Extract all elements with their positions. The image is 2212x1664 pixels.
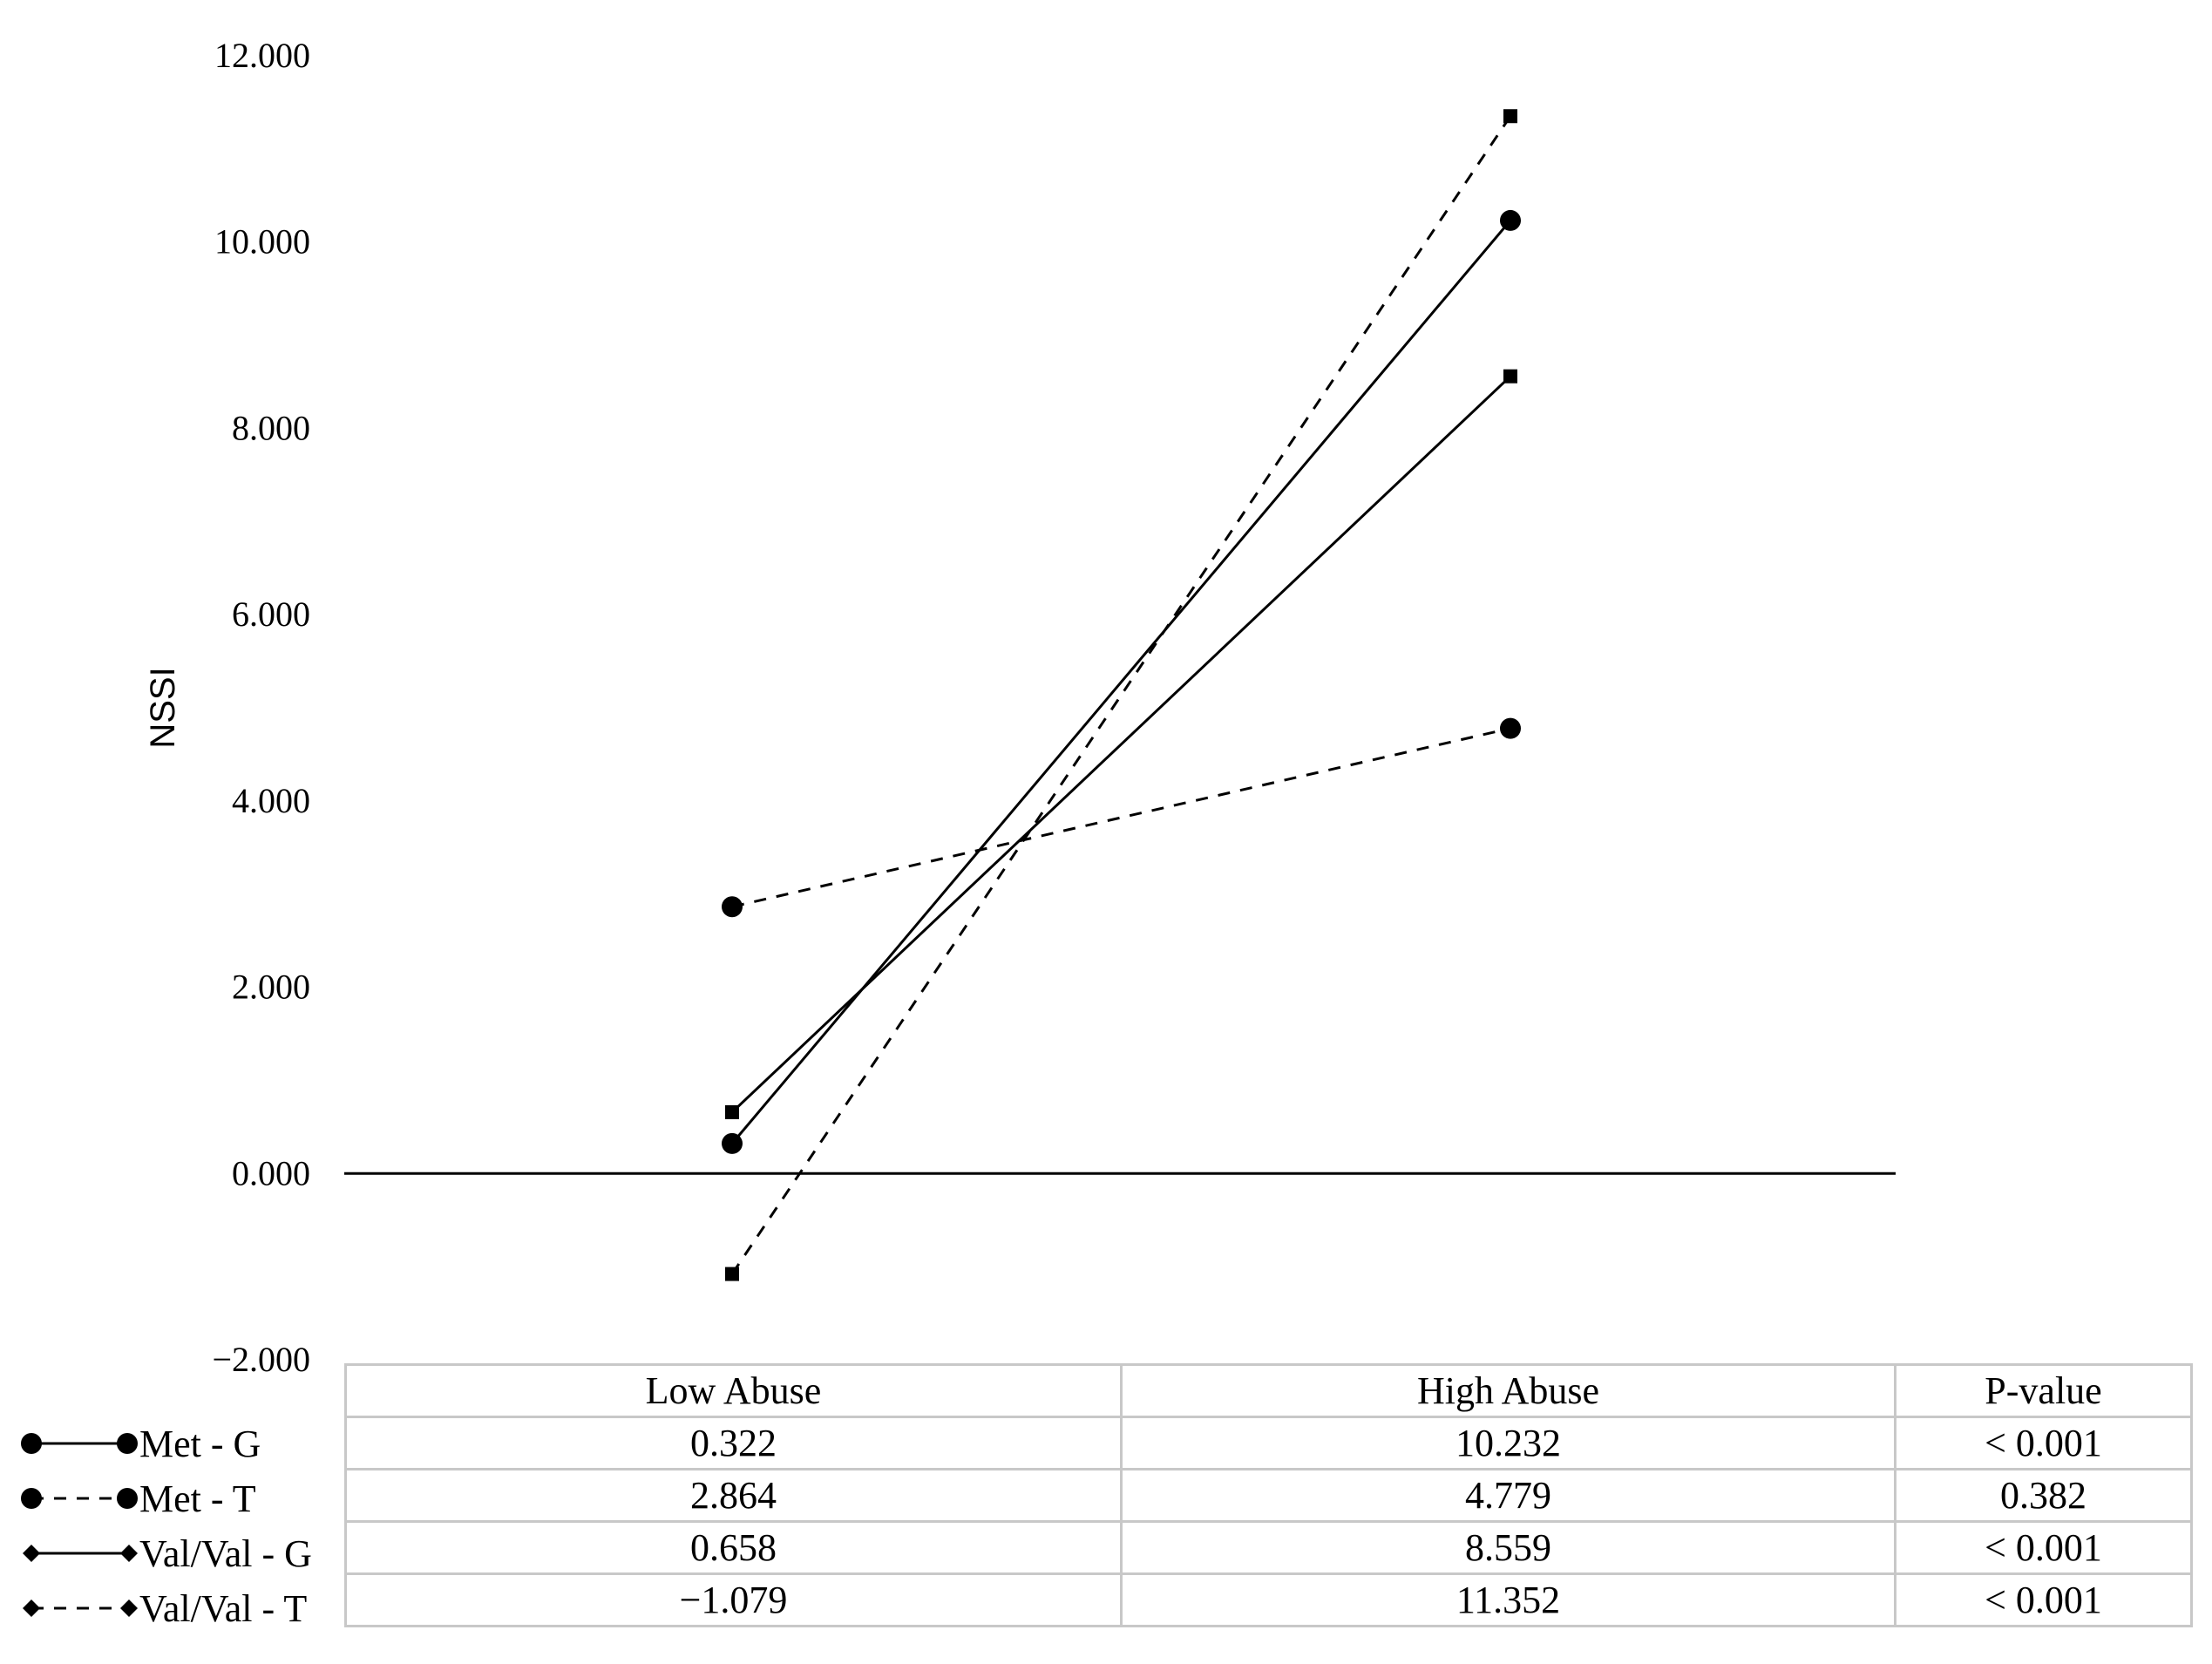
legend-key-dashed-diamond-icon: [23, 1599, 138, 1617]
cell-low: 0.322: [344, 1416, 1123, 1470]
series-line-val-val-g: [730, 375, 1512, 1114]
legend-item-valval-g: Val/Val - G: [16, 1527, 312, 1579]
cell-high: 8.559: [1120, 1520, 1896, 1575]
legend-label: Val/Val - T: [139, 1586, 308, 1630]
legend-label: Met - T: [139, 1477, 256, 1520]
cell-low: −1.079: [344, 1572, 1123, 1627]
header-low-abuse: Low Abuse: [344, 1363, 1123, 1418]
y-tick-label: −2.000: [212, 1340, 310, 1379]
legend-key-solid-diamond-icon: [23, 1545, 138, 1562]
y-tick-label: 10.000: [214, 222, 310, 261]
table-row: 0.322 10.232 < 0.001: [344, 1416, 2193, 1470]
cell-low: 0.658: [344, 1520, 1123, 1575]
y-tick-label: 4.000: [232, 781, 310, 820]
y-tick-label: 6.000: [232, 594, 310, 634]
series-line-met-g: [730, 219, 1512, 1144]
y-tick-label: 8.000: [232, 408, 310, 447]
legend-item-met-g: Met - G: [16, 1417, 261, 1470]
y-tick-label: 0.000: [232, 1153, 310, 1192]
cell-p: 0.382: [1894, 1468, 2193, 1523]
y-tick-label: 2.000: [232, 968, 310, 1007]
y-axis-title: NSSI: [144, 667, 182, 748]
data-point-met-t: [722, 896, 743, 918]
cell-high: 4.779: [1120, 1468, 1896, 1523]
series-lines: [730, 115, 1512, 1275]
cell-low: 2.864: [344, 1468, 1123, 1523]
legend-item-met-t: Met - T: [16, 1472, 256, 1525]
series-markers: [722, 109, 1521, 1281]
legend-key-dashed-circle-icon: [21, 1488, 138, 1509]
cell-high: 10.232: [1120, 1416, 1896, 1470]
table-header-row: Low Abuse High Abuse P-value: [344, 1363, 2193, 1418]
cell-p: < 0.001: [1894, 1520, 2193, 1575]
data-point-met-g: [1500, 209, 1521, 231]
y-axis-tick-labels: −2.000 0.000 2.000 4.000 6.000 8.000 10.000 12.…: [212, 36, 310, 1379]
legend-item-valval-t: Val/Val - T: [16, 1582, 307, 1634]
series-line-val-val-t: [730, 115, 1512, 1275]
cell-p: < 0.001: [1894, 1416, 2193, 1470]
data-point-val-val-t: [725, 1267, 739, 1281]
header-high-abuse: High Abuse: [1120, 1363, 1896, 1418]
table-row: −1.079 11.352 < 0.001: [344, 1572, 2193, 1627]
data-point-met-g: [722, 1132, 743, 1154]
data-point-val-val-g: [725, 1104, 739, 1119]
legend-label: Val/Val - G: [139, 1532, 312, 1575]
legend-key-solid-circle-icon: [21, 1433, 138, 1454]
data-table: Low Abuse High Abuse P-value 0.322 10.23…: [344, 1363, 2193, 1627]
y-tick-label: 12.000: [214, 36, 310, 75]
data-point-met-t: [1500, 717, 1521, 739]
header-p-value: P-value: [1894, 1363, 2193, 1418]
series-line-met-t: [731, 727, 1511, 908]
cell-high: 11.352: [1120, 1572, 1896, 1627]
cell-p: < 0.001: [1894, 1572, 2193, 1627]
table-row: 0.658 8.559 < 0.001: [344, 1520, 2193, 1575]
table-row: 2.864 4.779 0.382: [344, 1468, 2193, 1523]
legend-label: Met - G: [139, 1422, 261, 1465]
data-point-val-val-g: [1503, 369, 1517, 384]
data-point-val-val-t: [1503, 109, 1517, 124]
